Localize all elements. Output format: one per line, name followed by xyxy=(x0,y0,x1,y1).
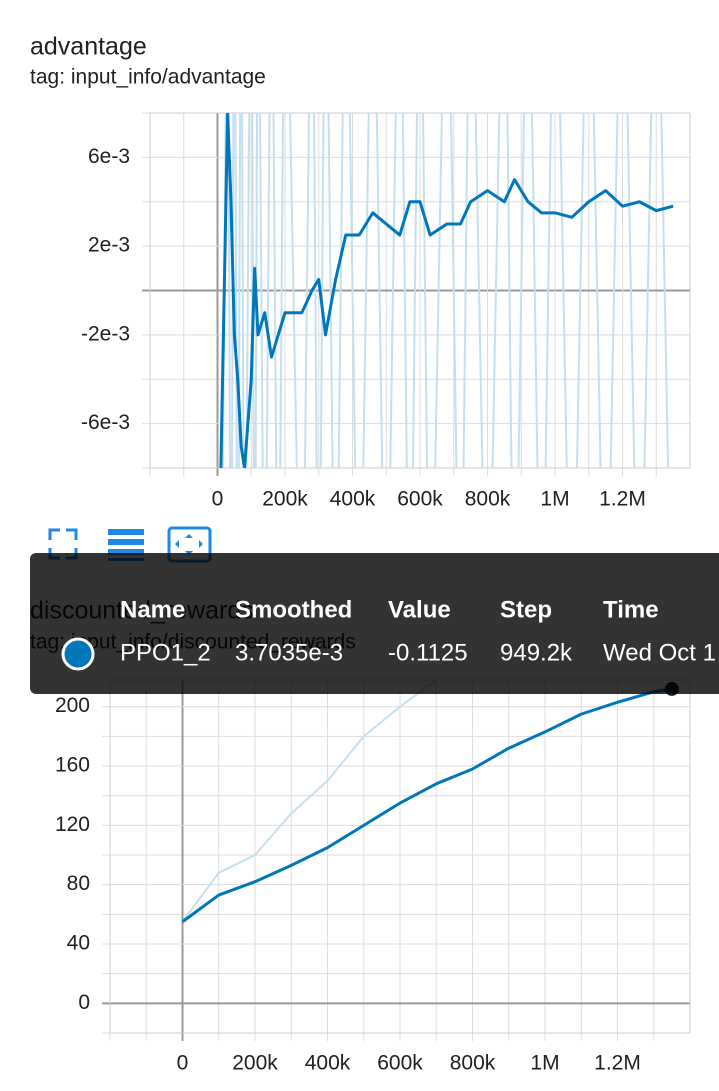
x-tick-label: 800k xyxy=(465,488,511,511)
y-tick-label: 40 xyxy=(67,932,90,955)
chart-title: advantage xyxy=(30,33,147,61)
tooltip-cell: Wed Oct 1 xyxy=(603,639,716,666)
x-tick-label: 1.2M xyxy=(599,488,646,511)
line-series xyxy=(181,680,439,923)
tooltip-header: Step xyxy=(500,596,552,623)
tooltip-box xyxy=(30,553,719,694)
plot-area xyxy=(181,680,673,923)
x-tick-label: 1.2M xyxy=(594,1052,641,1075)
chart-subtitle: tag: input_info/advantage xyxy=(30,66,266,89)
tooltip-cell: 949.2k xyxy=(500,639,573,666)
x-tick-label: 0 xyxy=(212,488,224,511)
run-color-dot xyxy=(61,637,95,671)
y-tick-label: -6e-3 xyxy=(81,411,130,434)
y-tick-label: 160 xyxy=(55,754,90,777)
charts: advantage tag: input_info/advantage 0 200k 4… xyxy=(30,33,691,1075)
y-tick-label: 6e-3 xyxy=(88,145,130,168)
fullscreen-button[interactable] xyxy=(48,528,78,560)
tooltip-cell: PPO1_2 xyxy=(120,639,211,666)
x-tick-label: 1M xyxy=(530,1052,559,1075)
x-tick-label: 400k xyxy=(305,1052,351,1075)
x-tick-label: 1M xyxy=(540,488,569,511)
y-tick-label: 80 xyxy=(67,872,90,895)
tooltip-header: Time xyxy=(603,596,659,623)
line-series xyxy=(181,687,673,923)
y-tick-label: 120 xyxy=(55,813,90,836)
tooltip-header: Value xyxy=(388,596,451,623)
tooltip: Name Smoothed Value Step Time PPO1_2 3.7035e-3… xyxy=(30,553,719,694)
chart-card: advantage tag: input_info/advantage 0 200k 4… xyxy=(30,33,691,511)
tooltip-header: Smoothed xyxy=(235,596,352,623)
tooltip-cell: 3.7035e-3 xyxy=(235,639,343,666)
y-tick-label: 0 xyxy=(78,991,90,1014)
y-tick-label: -2e-3 xyxy=(81,322,130,345)
x-tick-label: 400k xyxy=(330,488,376,511)
x-tick-label: 800k xyxy=(450,1052,496,1075)
y-tick-label: 200 xyxy=(55,694,90,717)
x-tick-label: 200k xyxy=(262,488,308,511)
plot-area xyxy=(219,113,674,468)
x-tick-label: 0 xyxy=(177,1052,189,1075)
tooltip-header: Name xyxy=(120,596,185,623)
x-tick-label: 600k xyxy=(397,488,443,511)
x-tick-label: 600k xyxy=(377,1052,423,1075)
line-series xyxy=(219,113,674,468)
tooltip-cell: -0.1125 xyxy=(388,639,468,666)
y-tick-label: 2e-3 xyxy=(88,234,130,257)
x-tick-label: 200k xyxy=(232,1052,278,1075)
